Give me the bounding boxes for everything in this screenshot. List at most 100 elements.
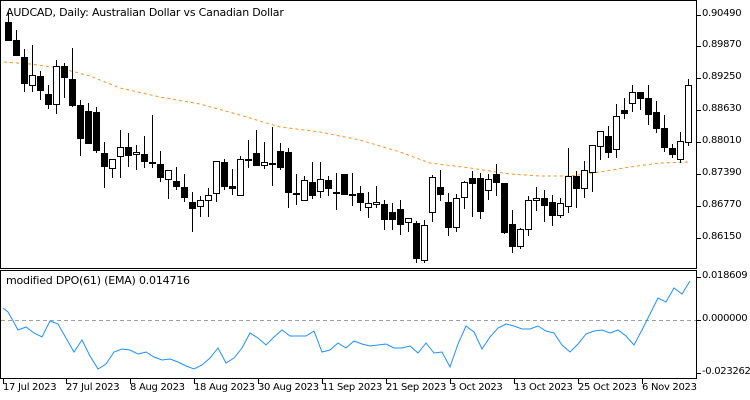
bear-candle <box>21 49 28 92</box>
price-axis-label: 0.87390 <box>702 167 742 178</box>
bear-candle <box>653 101 660 133</box>
indicator-title: modified DPO(61) (EMA) 0.014716 <box>6 274 190 287</box>
bear-candle <box>573 171 580 208</box>
bear-candle <box>605 126 612 158</box>
bear-candle <box>77 100 84 156</box>
bear-candle <box>341 174 348 195</box>
bear-candle <box>549 195 556 226</box>
bull-candle <box>365 192 372 218</box>
bull-candle <box>237 156 244 196</box>
time-axis-label: 6 Nov 2023 <box>642 382 697 393</box>
price-axis-label: 0.86770 <box>702 199 742 210</box>
bear-candle <box>173 167 180 190</box>
time-axis-label: 25 Oct 2023 <box>578 382 637 393</box>
ma-polyline <box>3 61 691 177</box>
bear-candle <box>101 142 108 188</box>
bull-candle <box>581 161 588 198</box>
bear-candle <box>69 48 76 107</box>
bull-candle <box>205 188 212 217</box>
bear-candle <box>333 173 340 210</box>
time-axis-label: 30 Aug 2023 <box>258 382 319 393</box>
bear-candle <box>293 174 300 205</box>
bull-candle <box>29 45 36 92</box>
bull-candle <box>301 176 308 201</box>
bear-candle <box>45 85 52 109</box>
bull-candle <box>317 162 324 198</box>
price-axis-label: 0.89250 <box>702 71 742 82</box>
bear-candle <box>621 98 628 119</box>
bull-candle <box>461 181 468 209</box>
bear-candle <box>181 174 188 202</box>
indicator-axis-label: 0.018609 <box>702 270 748 281</box>
bear-candle <box>285 148 292 208</box>
bear-candle <box>13 30 20 56</box>
bear-candle <box>413 221 420 263</box>
bear-candle <box>245 140 252 168</box>
bear-candle <box>325 176 332 196</box>
dpo-indicator-line <box>2 280 691 370</box>
time-axis-label: 3 Oct 2023 <box>450 382 503 393</box>
bear-candle <box>141 136 148 168</box>
price-axis-label: 0.90490 <box>702 8 742 19</box>
bear-candle <box>229 169 236 195</box>
bear-candle <box>37 71 44 100</box>
bull-candle <box>197 196 204 217</box>
indicator-axis-ticks <box>697 277 701 374</box>
bull-candle <box>613 104 620 158</box>
candlestick-series <box>5 12 692 263</box>
bull-candle <box>405 218 412 232</box>
price-axis-label: 0.88010 <box>702 135 742 146</box>
bull-candle <box>525 196 532 236</box>
bear-candle <box>397 200 404 235</box>
bear-candle <box>469 171 476 217</box>
bear-candle <box>493 164 500 196</box>
bull-candle <box>133 145 140 170</box>
bear-candle <box>445 193 452 236</box>
time-axis-label: 8 Aug 2023 <box>130 382 185 393</box>
chart-title: AUDCAD, Daily: Australian Dollar vs Cana… <box>6 6 284 19</box>
main-pane-frame <box>0 0 697 269</box>
bear-candle <box>189 192 196 232</box>
bull-candle <box>269 127 276 186</box>
time-axis-label: 18 Aug 2023 <box>194 382 255 393</box>
time-axis-label: 11 Sep 2023 <box>322 382 383 393</box>
bull-candle <box>533 187 540 211</box>
price-axis-label: 0.89870 <box>702 39 742 50</box>
time-axis-label: 21 Sep 2023 <box>386 382 447 393</box>
bull-candle <box>589 145 596 192</box>
bear-candle <box>125 133 132 167</box>
bear-candle <box>541 190 548 222</box>
time-axis-ticks <box>3 379 643 384</box>
price-axis-label: 0.86150 <box>702 231 742 242</box>
bull-candle <box>109 159 116 178</box>
bull-candle <box>517 228 524 249</box>
bear-candle <box>349 173 356 206</box>
price-axis-ticks <box>697 15 701 239</box>
bear-candle <box>509 210 516 253</box>
bull-candle <box>373 186 380 208</box>
bear-candle <box>149 115 156 168</box>
bull-candle <box>557 198 564 218</box>
bear-candle <box>501 183 508 234</box>
indicator-axis-label: -0.023262 <box>702 366 750 377</box>
bear-candle <box>61 63 68 98</box>
indicator-pane-frame <box>0 270 697 379</box>
bull-candle <box>565 148 572 213</box>
bear-candle <box>253 130 260 166</box>
bear-candle <box>221 159 228 190</box>
bear-candle <box>381 200 388 230</box>
bear-candle <box>277 143 284 170</box>
moving-average-line <box>3 61 691 177</box>
bull-candle <box>429 175 436 222</box>
bear-candle <box>669 144 676 158</box>
bear-candle <box>437 170 444 201</box>
bull-candle <box>117 130 124 178</box>
bull-candle <box>53 60 60 114</box>
bear-candle <box>357 186 364 211</box>
bull-candle <box>213 161 220 202</box>
bear-candle <box>5 12 12 41</box>
time-axis-label: 17 Jul 2023 <box>3 382 57 393</box>
bull-candle <box>421 220 428 263</box>
bull-candle <box>165 170 172 199</box>
